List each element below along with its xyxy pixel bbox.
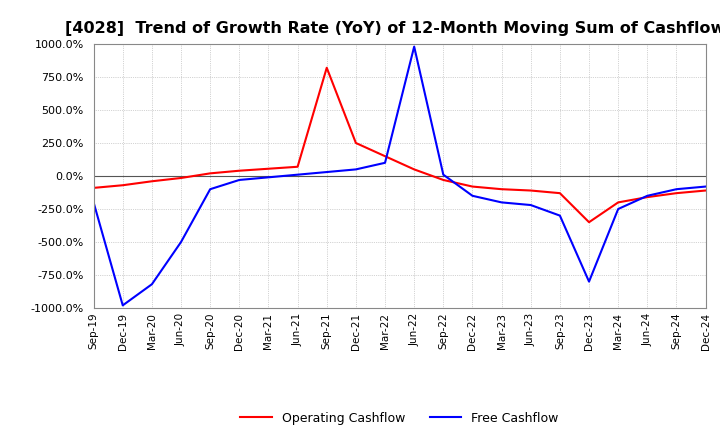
Free Cashflow	[235, 177, 243, 183]
Operating Cashflow	[585, 220, 593, 225]
Operating Cashflow	[206, 171, 215, 176]
Free Cashflow	[526, 202, 535, 208]
Operating Cashflow	[556, 191, 564, 196]
Title: [4028]  Trend of Growth Rate (YoY) of 12-Month Moving Sum of Cashflows: [4028] Trend of Growth Rate (YoY) of 12-…	[65, 21, 720, 36]
Operating Cashflow	[293, 164, 302, 169]
Free Cashflow	[118, 303, 127, 308]
Operating Cashflow	[701, 188, 710, 193]
Free Cashflow	[439, 172, 448, 177]
Free Cashflow	[264, 175, 273, 180]
Operating Cashflow	[526, 188, 535, 193]
Operating Cashflow	[148, 179, 156, 184]
Free Cashflow	[293, 172, 302, 177]
Free Cashflow	[643, 193, 652, 198]
Free Cashflow	[351, 167, 360, 172]
Free Cashflow	[498, 200, 506, 205]
Free Cashflow	[614, 206, 623, 212]
Free Cashflow	[323, 169, 331, 175]
Operating Cashflow	[468, 184, 477, 189]
Free Cashflow	[701, 184, 710, 189]
Free Cashflow	[381, 160, 390, 165]
Operating Cashflow	[235, 168, 243, 173]
Free Cashflow	[468, 193, 477, 198]
Free Cashflow	[556, 213, 564, 218]
Line: Free Cashflow: Free Cashflow	[94, 47, 706, 305]
Line: Operating Cashflow: Operating Cashflow	[94, 68, 706, 222]
Operating Cashflow	[439, 177, 448, 183]
Operating Cashflow	[351, 140, 360, 146]
Free Cashflow	[585, 279, 593, 284]
Operating Cashflow	[381, 154, 390, 159]
Operating Cashflow	[176, 176, 185, 181]
Operating Cashflow	[410, 167, 418, 172]
Operating Cashflow	[89, 185, 98, 191]
Free Cashflow	[410, 44, 418, 49]
Free Cashflow	[148, 282, 156, 287]
Free Cashflow	[672, 187, 681, 192]
Free Cashflow	[176, 239, 185, 245]
Operating Cashflow	[498, 187, 506, 192]
Operating Cashflow	[643, 194, 652, 200]
Free Cashflow	[89, 200, 98, 205]
Operating Cashflow	[614, 200, 623, 205]
Operating Cashflow	[672, 191, 681, 196]
Legend: Operating Cashflow, Free Cashflow: Operating Cashflow, Free Cashflow	[235, 407, 564, 429]
Free Cashflow	[206, 187, 215, 192]
Operating Cashflow	[118, 183, 127, 188]
Operating Cashflow	[264, 166, 273, 172]
Operating Cashflow	[323, 65, 331, 70]
